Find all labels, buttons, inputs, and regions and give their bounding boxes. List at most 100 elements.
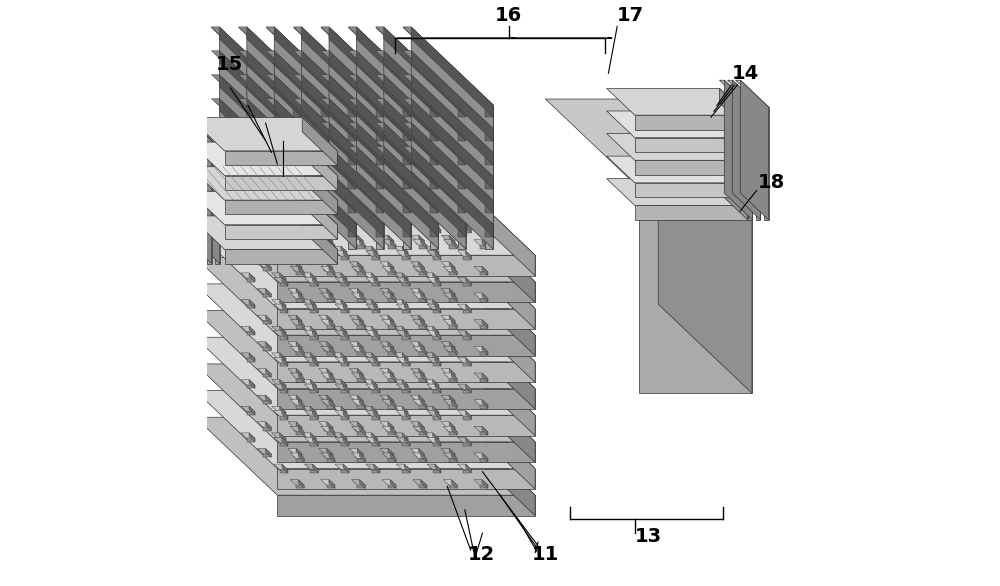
Polygon shape (349, 342, 363, 347)
Polygon shape (302, 193, 316, 199)
Polygon shape (356, 98, 438, 189)
Polygon shape (374, 384, 380, 393)
Polygon shape (308, 359, 316, 362)
Polygon shape (402, 353, 408, 362)
Polygon shape (404, 224, 410, 233)
Polygon shape (280, 283, 288, 286)
Polygon shape (433, 283, 441, 286)
Polygon shape (288, 369, 302, 374)
Polygon shape (441, 395, 455, 401)
Polygon shape (329, 426, 335, 435)
Polygon shape (335, 304, 349, 309)
Polygon shape (329, 98, 411, 189)
Polygon shape (427, 437, 441, 443)
Polygon shape (329, 27, 411, 117)
Polygon shape (241, 433, 255, 438)
Polygon shape (386, 241, 394, 244)
Polygon shape (441, 369, 455, 374)
Polygon shape (249, 220, 255, 229)
Polygon shape (211, 51, 301, 129)
Polygon shape (290, 293, 304, 298)
Polygon shape (294, 267, 302, 271)
Polygon shape (348, 27, 438, 105)
Polygon shape (480, 406, 488, 408)
Polygon shape (372, 299, 377, 308)
Polygon shape (453, 311, 535, 409)
Polygon shape (280, 230, 288, 233)
Polygon shape (357, 369, 363, 377)
Polygon shape (466, 277, 471, 286)
Polygon shape (386, 214, 394, 217)
Polygon shape (394, 380, 408, 385)
Polygon shape (355, 374, 363, 377)
Polygon shape (351, 346, 365, 352)
Polygon shape (458, 357, 471, 363)
Polygon shape (339, 305, 347, 308)
Polygon shape (482, 320, 488, 329)
Polygon shape (324, 401, 333, 404)
Polygon shape (433, 469, 441, 473)
Polygon shape (360, 453, 365, 462)
Polygon shape (348, 176, 356, 189)
Polygon shape (451, 479, 457, 489)
Polygon shape (485, 129, 493, 141)
Polygon shape (433, 230, 441, 233)
Polygon shape (435, 437, 441, 447)
Polygon shape (274, 74, 356, 165)
Polygon shape (435, 384, 441, 393)
Polygon shape (308, 385, 316, 389)
Polygon shape (324, 294, 333, 297)
Polygon shape (386, 401, 394, 404)
Polygon shape (366, 224, 380, 230)
Polygon shape (321, 426, 335, 432)
Polygon shape (302, 433, 316, 438)
Polygon shape (265, 288, 271, 297)
Polygon shape (293, 105, 301, 117)
Polygon shape (466, 384, 471, 393)
Polygon shape (449, 325, 457, 329)
Polygon shape (304, 357, 318, 363)
Polygon shape (327, 422, 333, 431)
Polygon shape (249, 193, 255, 202)
Polygon shape (390, 346, 396, 355)
Polygon shape (343, 304, 349, 313)
Polygon shape (277, 305, 286, 308)
Polygon shape (380, 395, 394, 401)
Polygon shape (390, 400, 396, 408)
Polygon shape (443, 373, 457, 379)
Polygon shape (485, 224, 493, 237)
Polygon shape (466, 357, 471, 366)
Polygon shape (189, 142, 337, 176)
Polygon shape (349, 262, 363, 267)
Polygon shape (719, 134, 748, 175)
Polygon shape (274, 27, 356, 117)
Polygon shape (341, 336, 349, 340)
Polygon shape (293, 200, 301, 213)
Polygon shape (363, 220, 377, 225)
Polygon shape (363, 299, 377, 305)
Polygon shape (302, 122, 384, 213)
Polygon shape (360, 373, 365, 382)
Polygon shape (425, 380, 439, 385)
Polygon shape (376, 27, 466, 105)
Polygon shape (369, 438, 377, 442)
Polygon shape (304, 224, 318, 230)
Polygon shape (449, 448, 455, 457)
Polygon shape (339, 199, 347, 202)
Polygon shape (363, 353, 377, 359)
Polygon shape (410, 369, 424, 374)
Polygon shape (388, 406, 396, 408)
Polygon shape (294, 51, 384, 129)
Polygon shape (402, 380, 408, 389)
Polygon shape (321, 176, 329, 189)
Polygon shape (386, 427, 394, 431)
Polygon shape (480, 245, 488, 248)
Polygon shape (382, 479, 396, 485)
Polygon shape (453, 364, 535, 462)
Polygon shape (449, 406, 457, 408)
Polygon shape (485, 152, 493, 165)
Polygon shape (304, 384, 318, 390)
Polygon shape (247, 28, 329, 249)
Polygon shape (372, 363, 380, 366)
Polygon shape (419, 342, 424, 350)
